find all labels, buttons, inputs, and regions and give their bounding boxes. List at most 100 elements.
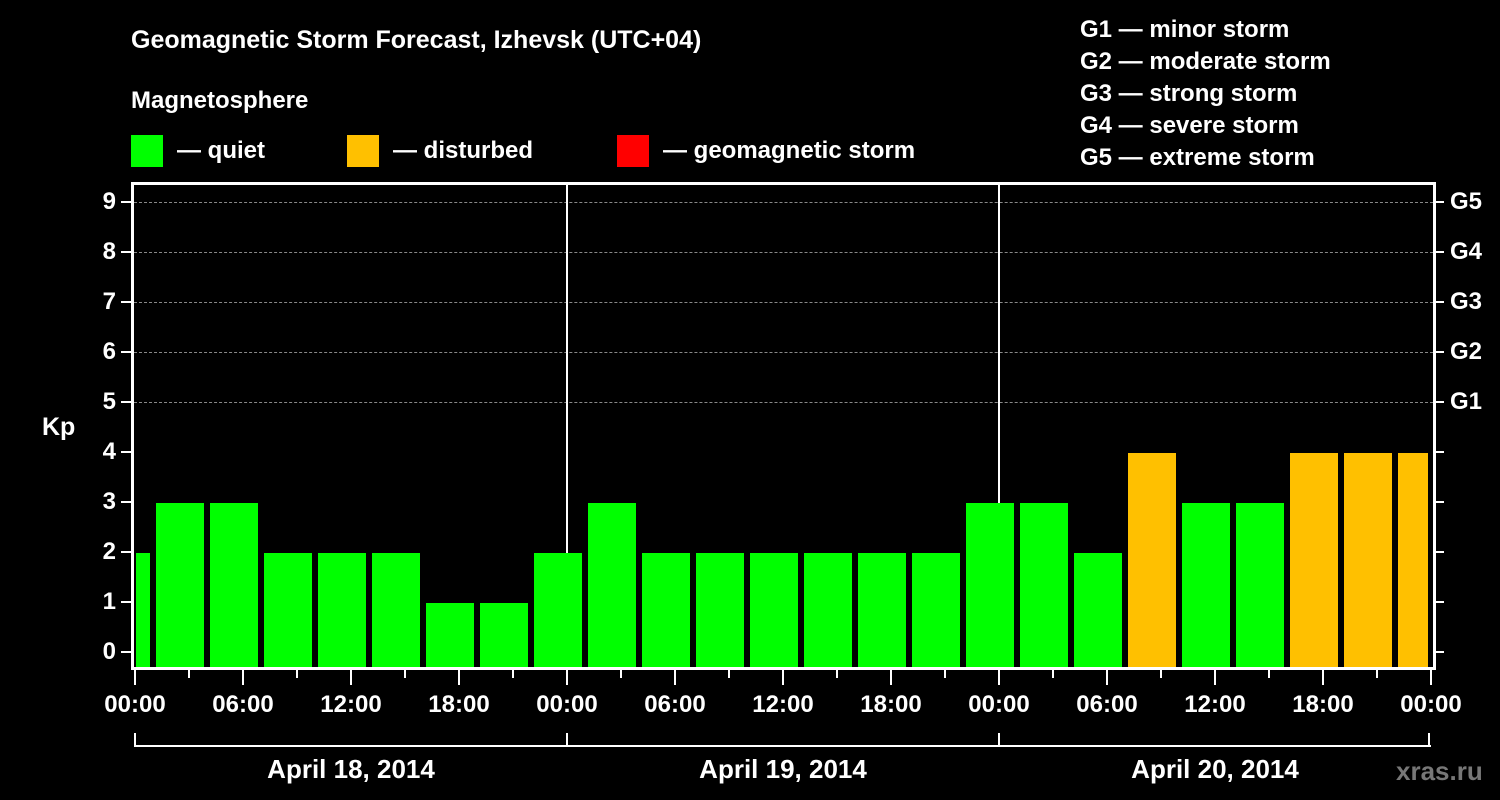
kp-bar (264, 553, 312, 667)
y-tick-label: 7 (102, 288, 116, 315)
g-tick-label: G5 (1450, 188, 1483, 215)
g-legend-item: G3 — strong storm (1080, 80, 1298, 107)
y-tick (121, 351, 131, 353)
day-label: April 19, 2014 (699, 754, 867, 784)
y-tick-label: 2 (102, 538, 116, 565)
legend-quiet: — quiet (131, 135, 265, 167)
x-tick-label: 06:00 (644, 691, 706, 718)
g-tick-label: G1 (1450, 388, 1483, 415)
legend-label-storm: — geomagnetic storm (663, 137, 916, 164)
y-tick-right (1434, 401, 1444, 403)
x-tick (566, 670, 568, 685)
y-tick-right (1434, 551, 1444, 553)
plot-area (131, 182, 1436, 670)
legend-storm: — geomagnetic storm (617, 135, 915, 167)
legend-disturbed: — disturbed (347, 135, 533, 167)
x-tick (350, 670, 352, 685)
x-tick (1430, 670, 1432, 685)
y-tick (121, 401, 131, 403)
y-tick-right (1434, 351, 1444, 353)
y-tick-label: 5 (102, 388, 116, 415)
kp-bar (912, 553, 960, 667)
y-tick (121, 251, 131, 253)
g-tick-label: G4 (1450, 238, 1483, 265)
kp-bar (588, 503, 636, 667)
kp-bar (858, 553, 906, 667)
day-bracket-tick (134, 733, 136, 747)
y-tick (121, 551, 131, 553)
x-tick (242, 670, 244, 685)
gridline (134, 302, 1433, 303)
day-bracket-tick (566, 733, 568, 747)
kp-bar (1236, 503, 1284, 667)
y-tick-right (1434, 201, 1444, 203)
x-tick-label: 18:00 (860, 691, 922, 718)
x-tick (188, 670, 190, 678)
kp-bar (480, 603, 528, 667)
y-tick-label: 8 (102, 238, 116, 265)
kp-bar (426, 603, 474, 667)
x-tick (458, 670, 460, 685)
x-tick-label: 00:00 (968, 691, 1030, 718)
gridline (134, 252, 1433, 253)
x-tick-label: 12:00 (752, 691, 814, 718)
x-tick (134, 670, 136, 685)
gridline (134, 202, 1433, 203)
x-tick-label: 18:00 (428, 691, 490, 718)
kp-bar (804, 553, 852, 667)
y-tick (121, 301, 131, 303)
kp-bar (1074, 553, 1122, 667)
x-tick (1322, 670, 1324, 685)
x-tick-label: 12:00 (320, 691, 382, 718)
y-tick-right (1434, 251, 1444, 253)
legend-label-quiet: — quiet (177, 137, 265, 164)
y-tick-label: 0 (102, 638, 116, 665)
chart-subtitle: Magnetosphere (131, 87, 309, 114)
y-tick (121, 201, 131, 203)
x-tick (944, 670, 946, 678)
g-tick-label: G2 (1450, 338, 1483, 365)
x-tick (296, 670, 298, 678)
kp-bar (318, 553, 366, 667)
day-separator (998, 185, 1000, 667)
kp-bar (372, 553, 420, 667)
x-tick-label: 18:00 (1292, 691, 1354, 718)
x-tick (998, 670, 1000, 685)
day-label: April 18, 2014 (267, 754, 435, 784)
y-tick-label: 4 (102, 438, 116, 465)
x-tick-label: 06:00 (1076, 691, 1138, 718)
kp-bar (534, 553, 582, 667)
x-tick-label: 00:00 (104, 691, 166, 718)
kp-bar (1182, 503, 1230, 667)
kp-bar (1344, 453, 1392, 667)
chart-title: Geomagnetic Storm Forecast, Izhevsk (UTC… (131, 26, 702, 54)
x-tick-label: 12:00 (1184, 691, 1246, 718)
kp-bar (156, 503, 204, 667)
g-tick-label: G3 (1450, 288, 1483, 315)
gridline (134, 352, 1433, 353)
x-tick (1160, 670, 1162, 678)
g-legend-item: G2 — moderate storm (1080, 48, 1331, 75)
g-legend-item: G4 — severe storm (1080, 112, 1299, 139)
x-tick (890, 670, 892, 685)
x-tick (1052, 670, 1054, 678)
x-tick (1268, 670, 1270, 678)
y-tick (121, 651, 131, 653)
x-tick (782, 670, 784, 685)
x-tick (404, 670, 406, 678)
kp-bar (136, 553, 150, 667)
day-separator (566, 185, 568, 667)
y-tick (121, 601, 131, 603)
kp-bar (1398, 453, 1428, 667)
credit-label: xras.ru (1396, 756, 1483, 786)
legend-swatch-disturbed (347, 135, 379, 167)
y-tick-label: 6 (102, 338, 116, 365)
x-tick-label: 00:00 (1400, 691, 1462, 718)
x-tick (674, 670, 676, 685)
kp-bar (1290, 453, 1338, 667)
x-tick (728, 670, 730, 678)
y-tick-right (1434, 451, 1444, 453)
day-bracket (135, 745, 1431, 747)
kp-bar (696, 553, 744, 667)
kp-bar (1020, 503, 1068, 667)
